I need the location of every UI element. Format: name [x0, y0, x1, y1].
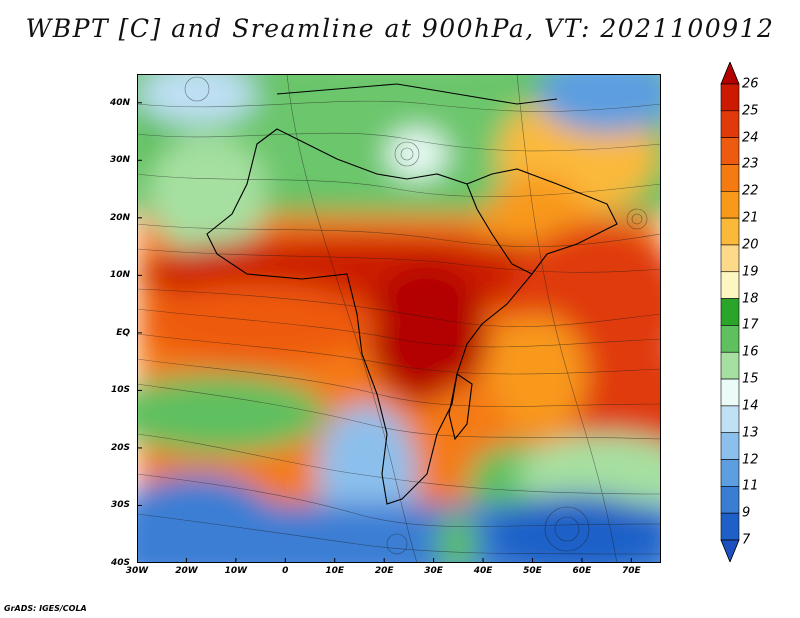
- colorbar-segment: [720, 351, 740, 380]
- lon-label: 30E: [424, 566, 443, 576]
- colorbar-segment: [720, 298, 740, 326]
- lon-label: 10E: [325, 566, 345, 576]
- colorbar-label: 7: [742, 532, 751, 548]
- colorbar-segment: [720, 405, 740, 434]
- colorbar-label: 17: [742, 317, 759, 333]
- lat-label: 10N: [109, 270, 130, 281]
- colorbar-label: 23: [742, 156, 759, 172]
- colorbar-label: 15: [742, 371, 759, 387]
- axis-ticks: [137, 102, 632, 563]
- colorbar-label: 20: [742, 237, 759, 253]
- wbpt-field: [137, 74, 661, 563]
- colorbar-segment: [720, 271, 740, 299]
- coastlines: [206, 83, 618, 505]
- colorbar: [720, 62, 740, 562]
- colorbar-segment: [720, 325, 740, 353]
- colorbar-label: 9: [742, 505, 751, 521]
- grads-credit: GrADS: IGES/COLA: [4, 604, 87, 613]
- lon-label: 20E: [374, 566, 394, 576]
- lon-label: 30W: [125, 566, 149, 576]
- colorbar-segment: [720, 432, 740, 460]
- colorbar-label: 13: [742, 425, 759, 441]
- colorbar-segment: [720, 486, 740, 514]
- colorbar-segment: [720, 164, 740, 192]
- colorbar-label: 26: [742, 76, 759, 92]
- colorbar-segment: [720, 137, 740, 165]
- colorbar-segment: [720, 459, 740, 487]
- lon-label: 40E: [473, 566, 493, 576]
- lon-label: 20W: [175, 566, 198, 576]
- colorbar-segment: [720, 190, 740, 219]
- lon-label: 10W: [224, 566, 248, 576]
- colorbar-label: 21: [742, 210, 759, 226]
- colorbar-label: 25: [742, 103, 759, 119]
- lat-label: 20N: [109, 212, 130, 223]
- lat-label: EQ: [116, 327, 130, 338]
- colorbar-label: 18: [742, 291, 759, 307]
- colorbar-label: 11: [742, 478, 759, 494]
- colorbar-label: 22: [742, 183, 759, 199]
- lon-label: 50E: [523, 566, 542, 576]
- colorbar-segment: [720, 244, 740, 273]
- lon-label: 60E: [572, 566, 592, 576]
- colorbar-segment: [720, 217, 740, 246]
- chart-title: WBPT [C] and Sreamline at 900hPa, VT: 20…: [25, 14, 775, 43]
- lon-label: 70E: [621, 566, 641, 576]
- colorbar-label: 12: [742, 452, 759, 468]
- colorbar-segment: [720, 83, 740, 112]
- lat-label: 10S: [110, 385, 130, 396]
- lat-label: 30S: [110, 500, 130, 511]
- colorbar-min-arrow: [720, 539, 740, 562]
- wbpt-map: [137, 74, 661, 563]
- colorbar-max-arrow: [720, 62, 740, 85]
- colorbar-label: 14: [742, 398, 759, 414]
- colorbar-label: 19: [742, 264, 759, 280]
- colorbar-label: 16: [742, 344, 759, 360]
- lat-label: 40S: [110, 558, 130, 568]
- colorbar-segment: [720, 110, 740, 138]
- lat-label: 20S: [110, 442, 130, 453]
- lat-label: 40N: [109, 97, 130, 108]
- lat-label: 30N: [109, 155, 130, 166]
- colorbar-label: 24: [742, 130, 759, 146]
- colorbar-segment: [720, 378, 740, 407]
- colorbar-segment: [720, 512, 740, 541]
- lon-label: 0: [282, 566, 289, 576]
